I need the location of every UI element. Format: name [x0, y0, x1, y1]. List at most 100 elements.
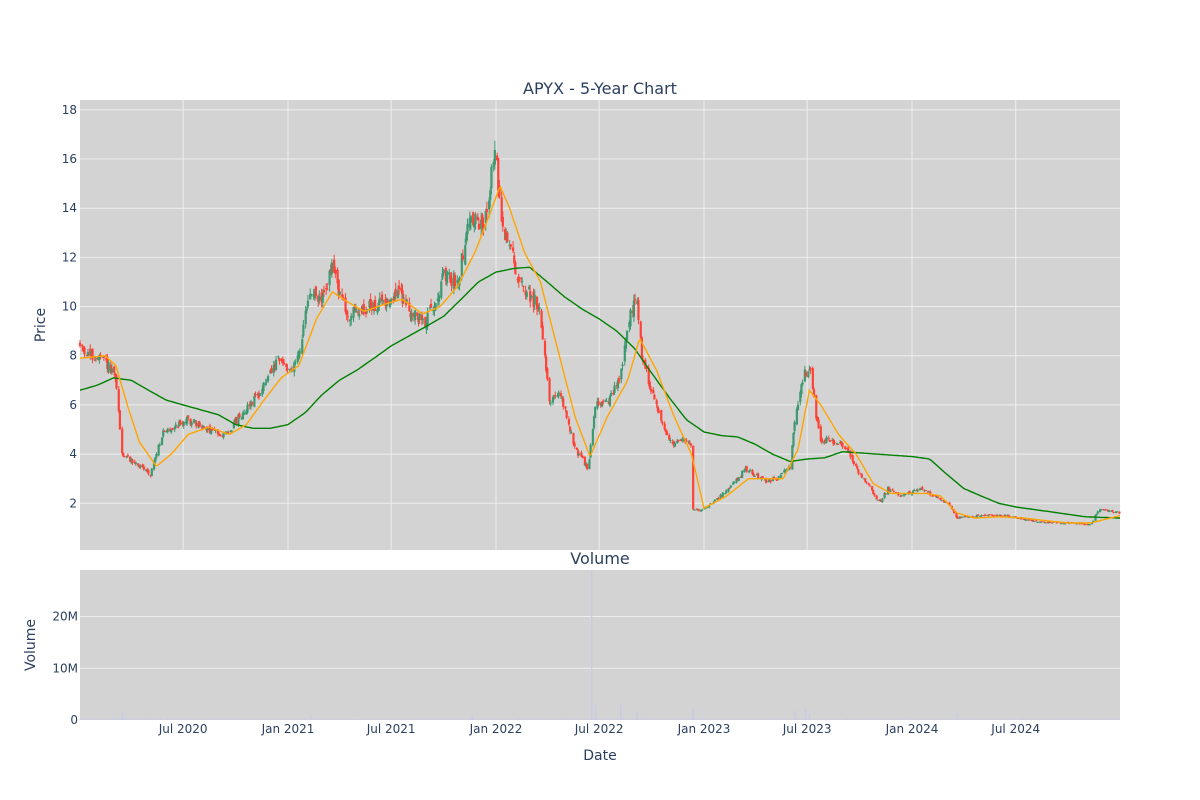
candle	[306, 294, 310, 309]
volume-bar	[919, 719, 920, 720]
volume-bar	[359, 718, 361, 720]
candle-body	[392, 298, 395, 301]
candle-body	[865, 481, 868, 483]
candle-body	[1006, 515, 1009, 517]
volume-bar	[512, 719, 513, 720]
candle-body	[337, 279, 340, 296]
candle-body	[783, 470, 786, 473]
candle-body	[453, 274, 457, 287]
volume-bar	[843, 718, 845, 720]
candle	[500, 190, 503, 223]
volume-bar	[717, 718, 719, 720]
candle	[660, 409, 663, 423]
volume-bar	[402, 718, 404, 720]
candle	[385, 297, 388, 312]
candle	[266, 374, 270, 384]
volume-bar	[1055, 718, 1057, 720]
candle-body	[286, 368, 289, 370]
volume-bar	[240, 717, 242, 720]
candle	[939, 497, 942, 501]
volume-bar	[802, 718, 804, 720]
candle	[697, 508, 700, 512]
volume-bar	[1033, 719, 1035, 720]
candle	[625, 330, 629, 341]
volume-bar	[443, 717, 445, 720]
volume-bar	[332, 717, 334, 720]
volume-bar	[295, 717, 296, 720]
volume-bar	[106, 718, 108, 720]
volume-bar	[1028, 718, 1030, 720]
candle	[465, 231, 468, 245]
volume-bar	[713, 719, 715, 720]
volume-bar	[770, 718, 772, 720]
volume-bar	[161, 718, 163, 720]
candle-body	[771, 477, 775, 481]
candle-body	[801, 382, 804, 385]
candle-body	[1047, 521, 1050, 523]
volume-bar	[274, 719, 276, 720]
candle-body	[258, 393, 262, 396]
candle-body	[168, 429, 172, 431]
candle	[274, 355, 278, 371]
price-y-tick-label: 14	[62, 201, 77, 215]
candle-body	[364, 310, 368, 315]
volume-bar	[671, 718, 672, 720]
candle	[979, 515, 982, 517]
candle	[312, 289, 315, 300]
volume-bar	[1021, 717, 1023, 720]
candle	[82, 345, 85, 353]
candle	[795, 406, 798, 426]
volume-bar	[692, 708, 694, 720]
volume-bar	[271, 718, 272, 720]
volume-bar	[310, 715, 312, 720]
candle	[115, 373, 118, 390]
volume-bar	[636, 712, 638, 720]
candle-body	[78, 342, 82, 346]
volume-bar	[611, 718, 613, 720]
volume-bar	[325, 718, 327, 720]
candle-body	[344, 297, 347, 312]
volume-bar	[871, 718, 872, 720]
volume-bar	[681, 717, 683, 720]
volume-bar	[124, 717, 125, 720]
candle	[783, 468, 786, 474]
candle-body	[163, 431, 166, 433]
volume-bar	[204, 718, 206, 720]
candle	[421, 318, 425, 324]
candle-body	[827, 438, 830, 440]
volume-bar	[216, 718, 218, 720]
x-tick-label: Jul 2024	[990, 722, 1040, 736]
candle	[739, 475, 743, 479]
candle-body	[450, 278, 453, 286]
candle-body	[828, 440, 832, 442]
candle-body	[918, 488, 922, 491]
volume-bar	[1013, 717, 1014, 720]
volume-bar	[88, 718, 89, 720]
volume-bar	[1105, 718, 1107, 720]
candle-body	[708, 505, 711, 508]
volume-bar	[1004, 718, 1006, 720]
candle-body	[426, 312, 429, 327]
volume-bar	[421, 718, 423, 720]
candle	[872, 489, 875, 495]
x-tick-label: Jul 2021	[366, 722, 416, 736]
volume-bar	[734, 718, 736, 720]
candle	[398, 280, 401, 295]
candle-body	[915, 490, 918, 492]
candle	[996, 514, 999, 517]
candle-body	[633, 298, 637, 301]
candle	[588, 458, 591, 470]
volume-bar	[440, 718, 442, 720]
candle-body	[1035, 520, 1038, 522]
candle-body	[350, 315, 353, 320]
candle-body	[1098, 509, 1102, 512]
candle	[145, 469, 148, 472]
volume-bar	[546, 718, 548, 720]
candle-body	[697, 509, 700, 511]
candle-body	[266, 375, 270, 381]
candle-body	[1108, 510, 1111, 512]
volume-bar	[838, 718, 840, 720]
volume-bar	[436, 718, 438, 720]
candle	[695, 508, 698, 511]
volume-bar	[703, 718, 705, 720]
